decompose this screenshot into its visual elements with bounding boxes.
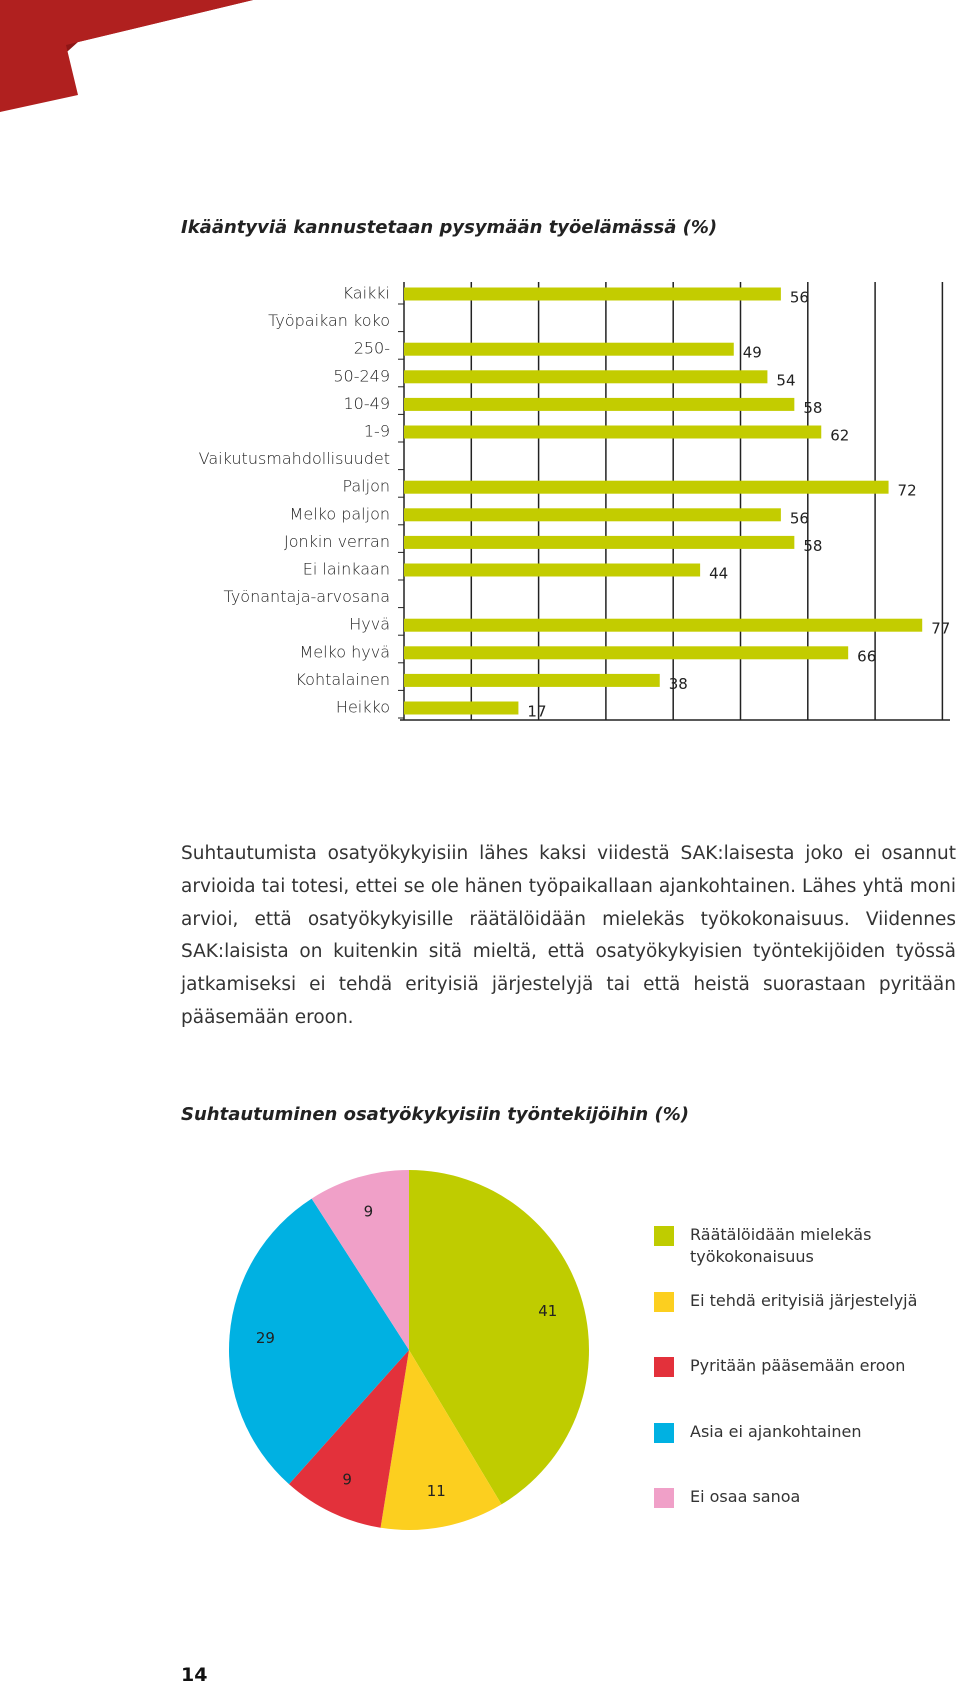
bar [404,535,795,549]
legend-swatch [654,1422,674,1443]
category-label: 10-49 [344,394,391,413]
bar [404,370,768,384]
value-label: 58 [803,399,822,417]
legend-label: Ei osaa sanoa [690,1487,801,1506]
category-label: Melko hyvä [299,642,390,661]
legend-label: Asia ei ajankohtainen [690,1421,862,1441]
bar [404,287,781,301]
bar [404,342,734,356]
value-label: 56 [790,289,809,307]
category-label: Paljon [342,477,390,496]
legend-swatch [654,1226,674,1246]
bar [404,480,889,494]
body-text: Suhtautumista osatyökykyisiin lähes kaks… [181,843,956,1028]
value-label: 49 [743,344,762,362]
slice-label: 41 [538,1302,557,1320]
category-label: 50-249 [333,366,390,385]
value-label: 58 [803,537,822,555]
category-label: Kaikki [343,284,390,303]
value-label: 72 [898,482,917,500]
bar [404,508,781,522]
category-label: Jonkin verran [284,532,390,551]
value-label: 66 [857,647,876,665]
bar [404,397,795,411]
value-label: 77 [931,620,950,638]
category-label: 250- [354,339,390,358]
category-label: Työnantaja-arvosana [224,587,390,606]
category-label: Työpaikan koko [268,311,390,330]
category-label: Hyvä [349,615,390,634]
bar [404,563,701,577]
pie-chart-title: Suhtautuminen osatyökykyisiin työntekijö… [181,1104,689,1125]
category-label: Melko paljon [290,504,390,523]
bar [404,646,849,660]
pie-slice [228,1198,409,1485]
bar [404,701,519,715]
value-label: 56 [790,509,809,527]
legend-swatch [654,1357,674,1377]
value-label: 44 [709,565,728,583]
bar [404,425,822,439]
legend-label: Pyritään pääsemään eroon [690,1356,906,1375]
pie-slice [311,1170,409,1350]
category-label: 1-9 [364,422,390,441]
slice-label: 11 [427,1482,446,1500]
legend-swatch [654,1488,674,1508]
value-label: 38 [669,675,688,693]
bar-chart-title: Ikääntyviä kannustetaan pysymään työeläm… [181,217,717,238]
pie-slice [409,1170,590,1505]
legend-label: Ei tehdä erityisiä järjestelyjä [690,1290,918,1310]
category-label: Heikko [336,698,390,717]
bar [404,673,660,687]
page-number: 14 [181,1664,208,1686]
legend-swatch [654,1291,674,1312]
value-label: 62 [830,427,849,445]
legend-label: Räätälöidään mielekäs työkokonaisuus [690,1225,872,1266]
value-label: 54 [776,371,795,389]
category-label: Vaikutusmahdollisuudet [199,449,390,468]
pie-slice [288,1350,409,1528]
corner-shape [0,0,253,112]
slice-label: 9 [364,1202,374,1220]
category-label: Ei lainkaan [303,560,390,579]
value-label: 17 [527,703,546,721]
slice-label: 9 [342,1471,352,1489]
slice-label: 29 [256,1329,275,1347]
pie-slice [380,1350,502,1530]
category-label: Kohtalainen [295,670,390,689]
bar [404,618,923,632]
